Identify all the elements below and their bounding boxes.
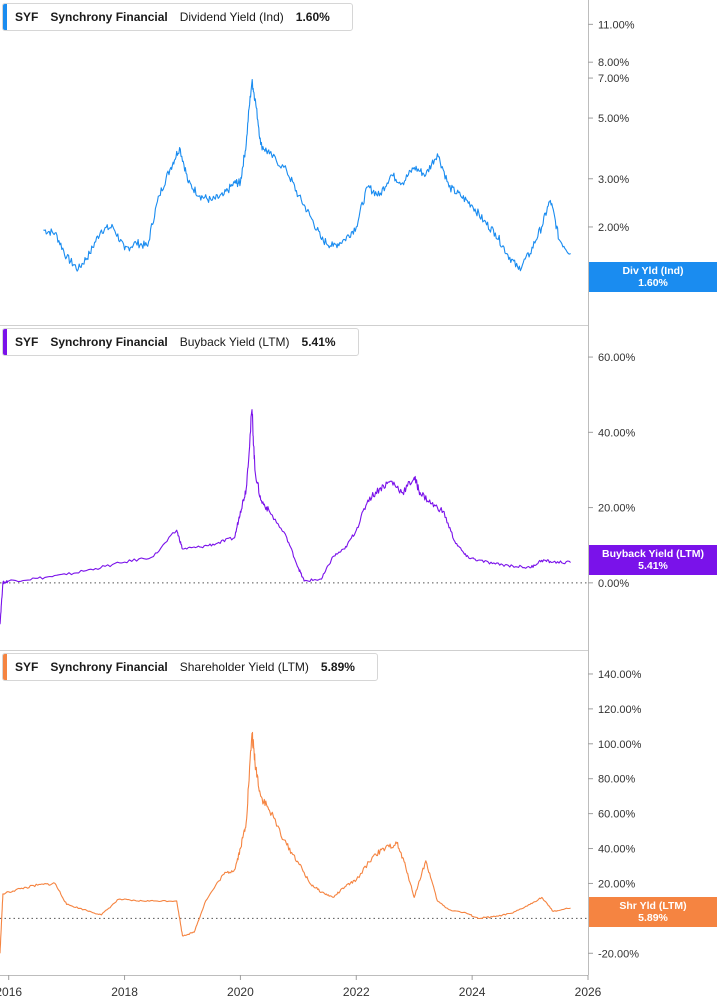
badge-value: 1.60% (638, 277, 668, 289)
x-tick-label: 2022 (343, 985, 370, 999)
badge-value: 5.41% (638, 560, 668, 572)
y-tick-label: 2.00% (598, 222, 629, 234)
legend-company: Synchrony Financial (50, 660, 168, 674)
y-tick-label: 8.00% (598, 57, 629, 69)
y-tick-label: 5.00% (598, 113, 629, 125)
legend-company: Synchrony Financial (50, 10, 168, 24)
value-badge-dividend-yield: Div Yld (Ind) 1.60% (589, 262, 717, 292)
x-tick-label: 2020 (227, 985, 254, 999)
y-tick-label: 11.00% (598, 19, 635, 31)
y-tick-label: 3.00% (598, 174, 629, 186)
legend-dividend-yield: SYF Synchrony Financial Dividend Yield (… (2, 3, 353, 31)
badge-value: 5.89% (638, 912, 668, 924)
x-tick-label: 2018 (111, 985, 138, 999)
legend-color-swatch (3, 654, 7, 680)
y-tick-label: 7.00% (598, 73, 629, 85)
value-badge-buyback-yield: Buyback Yield (LTM) 5.41% (589, 545, 717, 575)
y-tick-label: 80.00% (598, 774, 636, 786)
y-tick-label: 40.00% (598, 844, 636, 856)
y-tick-label: 60.00% (598, 809, 636, 821)
y-tick-label: 20.00% (598, 878, 636, 890)
legend-value: 5.41% (301, 335, 336, 349)
legend-metric: Buyback Yield (LTM) (179, 335, 290, 349)
y-tick-label: 140.00% (598, 669, 642, 681)
legend-ticker: SYF (15, 660, 39, 674)
legend-metric: Dividend Yield (Ind) (179, 10, 284, 24)
y-tick-label: 20.00% (598, 503, 636, 515)
y-tick-label: 60.00% (598, 352, 636, 364)
badge-label: Div Yld (Ind) (622, 265, 684, 277)
y-tick-label: 100.00% (598, 739, 642, 751)
legend-ticker: SYF (15, 10, 39, 24)
y-tick-label: 120.00% (598, 704, 642, 716)
badge-label: Shr Yld (LTM) (619, 900, 687, 912)
legend-shareholder-yield: SYF Synchrony Financial Shareholder Yiel… (2, 653, 378, 681)
x-tick-label: 2024 (459, 985, 486, 999)
y-tick-label: 40.00% (598, 427, 636, 439)
badge-label: Buyback Yield (LTM) (602, 548, 704, 560)
x-tick-label: 2026 (575, 985, 602, 999)
x-tick-label: 2016 (0, 985, 22, 999)
series-line-0 (43, 79, 571, 272)
legend-buyback-yield: SYF Synchrony Financial Buyback Yield (L… (2, 328, 359, 356)
series-line-2 (0, 731, 571, 954)
legend-color-swatch (3, 329, 7, 355)
legend-company: Synchrony Financial (50, 335, 168, 349)
y-tick-label: 0.00% (598, 578, 629, 590)
value-badge-shareholder-yield: Shr Yld (LTM) 5.89% (589, 897, 717, 927)
y-tick-label: -20.00% (598, 948, 639, 960)
series-line-1 (0, 409, 571, 625)
legend-ticker: SYF (15, 335, 39, 349)
legend-color-swatch (3, 4, 7, 30)
legend-value: 5.89% (320, 660, 355, 674)
legend-value: 1.60% (295, 10, 330, 24)
legend-metric: Shareholder Yield (LTM) (179, 660, 309, 674)
